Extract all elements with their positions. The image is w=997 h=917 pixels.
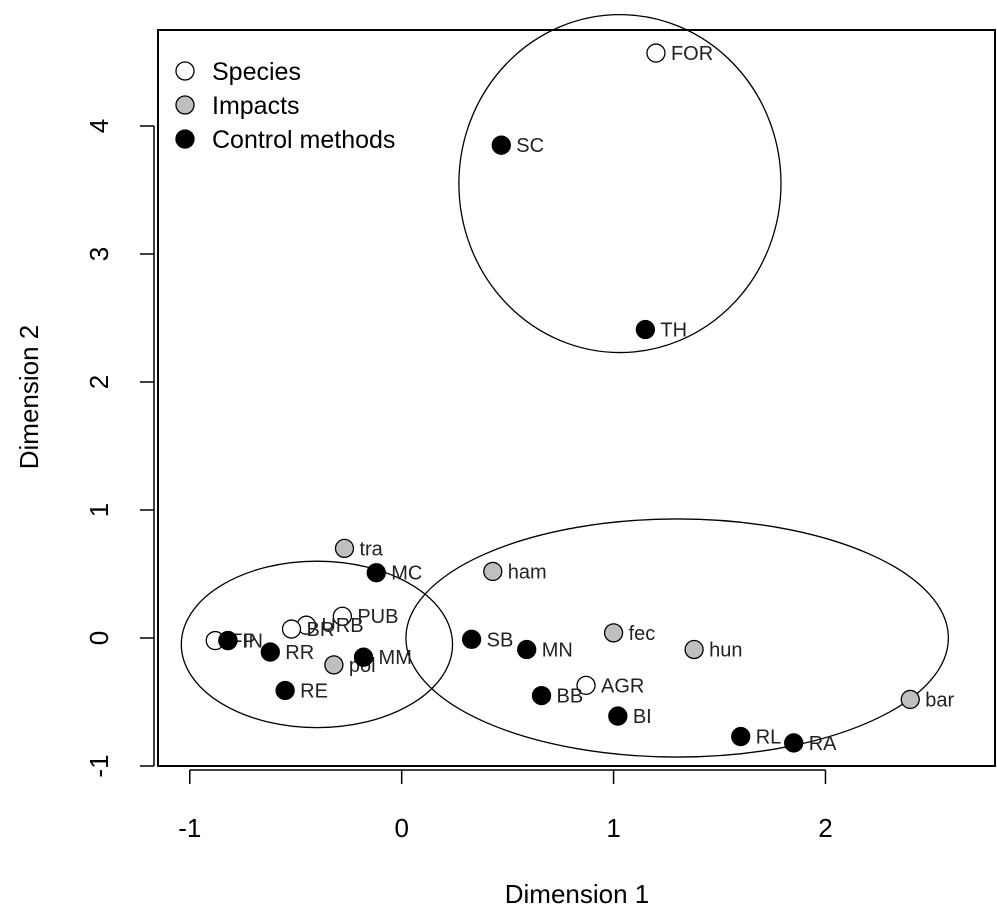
point-bi (608, 706, 628, 726)
cluster-ellipse-2 (180, 560, 454, 729)
x-tick-label: 2 (818, 813, 832, 843)
point-label-ham: ham (508, 561, 547, 583)
point-label-bar: bar (925, 689, 954, 711)
point-label-rr: RR (285, 642, 314, 664)
point-mn (517, 639, 537, 660)
point-label-sc: SC (516, 135, 544, 157)
y-tick-label: 3 (84, 247, 114, 261)
point-ham (483, 561, 503, 582)
point-label-sb: SB (487, 629, 514, 651)
y-axis-label: Dimension 2 (14, 325, 44, 470)
point-label-bi: BI (633, 706, 652, 728)
point-th (635, 319, 656, 340)
point-label-re: RE (300, 680, 328, 702)
point-s2-7 (218, 630, 238, 651)
y-axis: -1 0 1 2 3 4 (84, 119, 155, 778)
point-label-th: TH (660, 320, 687, 342)
y-tick-label: 2 (84, 375, 114, 389)
legend: Species Impacts Control methods (175, 58, 395, 154)
point-bar (900, 689, 920, 710)
legend-marker-1 (175, 95, 195, 115)
y-tick-label: 1 (84, 503, 114, 517)
point-pub (332, 606, 353, 626)
point-label-hun: hun (709, 640, 742, 662)
point-label-pub: PUB (357, 606, 398, 628)
point-ra (784, 733, 804, 753)
cluster-ellipse-3 (405, 518, 950, 758)
x-tick-label: 1 (606, 813, 620, 843)
x-tick-label: -1 (178, 813, 201, 843)
point-label-fp: FP (230, 631, 256, 653)
point-rl (731, 726, 751, 747)
point-re (275, 680, 295, 701)
cluster-ellipse-1 (458, 13, 782, 354)
x-axis-label: Dimension 1 (505, 879, 650, 909)
point-pol (324, 655, 344, 675)
legend-marker-0 (175, 61, 195, 81)
point-sb (461, 629, 482, 649)
point-label-fec: fec (629, 623, 656, 645)
x-axis: -1 0 1 2 (178, 769, 833, 843)
point-label-mc: MC (391, 563, 422, 585)
point-label-mm: MM (379, 647, 412, 669)
point-label-for: FOR (671, 43, 713, 65)
point-mc (366, 563, 386, 583)
point-label-urb: URB (321, 615, 363, 637)
point-bb (531, 685, 552, 706)
legend-marker-2 (175, 129, 195, 149)
point-sc (491, 135, 511, 155)
data-points: FORPUBURBBRFPINAGRtrahamfechunpolbarSCTH… (205, 43, 954, 755)
point-rr (260, 642, 280, 662)
y-tick-label: 4 (84, 119, 114, 133)
point-agr (576, 675, 596, 696)
point-for (646, 43, 666, 63)
x-tick-label: 0 (394, 813, 408, 843)
point-label-ra: RA (809, 733, 837, 755)
point-fec (603, 623, 624, 643)
point-mm (353, 647, 374, 667)
legend-entry-1: Impacts (212, 92, 300, 120)
point-label-rl: RL (756, 727, 782, 749)
cluster-ellipses (180, 13, 950, 758)
point-label-bb: BB (557, 686, 584, 708)
point-br (281, 619, 302, 639)
legend-entry-2: Control methods (212, 126, 395, 154)
y-tick-label: 0 (84, 631, 114, 645)
point-label-br: BR (306, 619, 334, 641)
point-label-in: IN (243, 631, 263, 653)
point-hun (684, 639, 704, 660)
y-tick-label: -1 (84, 754, 114, 777)
point-tra (334, 538, 355, 559)
plot-frame (157, 29, 996, 767)
point-label-agr: AGR (601, 675, 644, 697)
point-label-tra: tra (359, 538, 383, 560)
point-label-mn: MN (542, 640, 573, 662)
legend-entry-0: Species (212, 58, 301, 86)
